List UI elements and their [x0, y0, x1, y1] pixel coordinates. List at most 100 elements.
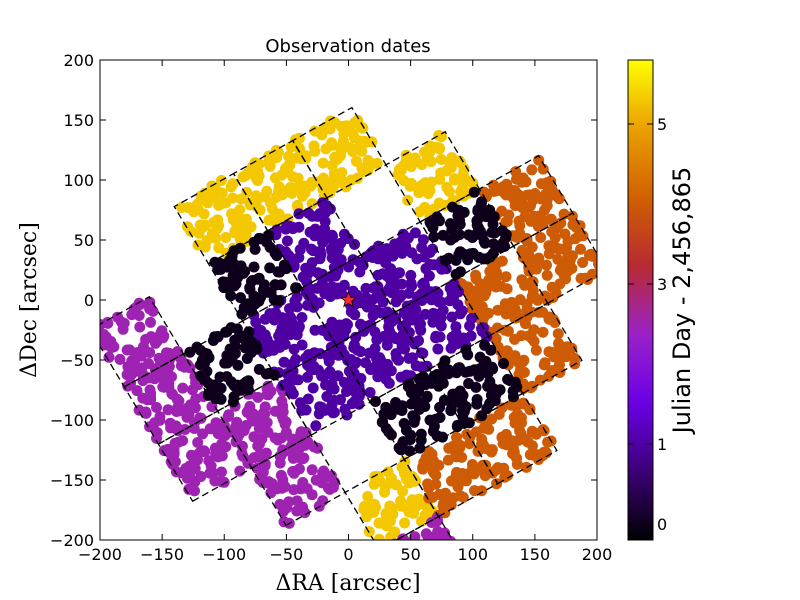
data-point [238, 228, 250, 240]
data-point [161, 347, 172, 359]
data-point [229, 423, 241, 434]
data-point [454, 490, 466, 502]
field-outline [403, 425, 499, 518]
data-point [229, 348, 241, 359]
data-point [163, 377, 175, 389]
data-point [440, 489, 452, 501]
data-point [414, 442, 426, 454]
data-point [481, 403, 493, 415]
data-point [192, 437, 204, 448]
data-point [537, 163, 549, 175]
data-point [300, 426, 312, 438]
data-point [446, 311, 458, 323]
data-point [419, 201, 431, 213]
data-point [273, 189, 285, 201]
data-point [496, 402, 508, 414]
data-point [427, 544, 438, 555]
data-point [227, 210, 239, 222]
data-point [212, 264, 224, 275]
data-point [186, 449, 197, 461]
data-point [504, 375, 516, 387]
data-point [319, 288, 331, 299]
data-point [437, 304, 449, 316]
data-point [177, 382, 189, 394]
data-point [439, 527, 451, 539]
data-point [388, 478, 400, 489]
data-point [133, 310, 145, 321]
field-outline [385, 130, 481, 223]
data-point [528, 324, 540, 336]
data-point [239, 334, 251, 346]
data-point [262, 345, 274, 357]
data-point [490, 464, 502, 476]
y-tick-label: 50 [74, 231, 94, 250]
data-point [198, 208, 210, 220]
data-point [259, 460, 271, 472]
data-point [384, 559, 395, 570]
data-point [577, 257, 589, 268]
data-point [437, 431, 448, 443]
data-point [498, 358, 509, 369]
data-point [485, 344, 497, 356]
data-point [327, 481, 339, 493]
colorbar-ticks: 0 1 3 5 [628, 115, 667, 534]
data-point [362, 154, 374, 166]
data-point [398, 175, 410, 186]
colorbar-tick-label: 0 [657, 515, 667, 534]
data-point [328, 262, 340, 273]
data-point [384, 546, 395, 557]
data-point [424, 414, 436, 426]
data-point [405, 269, 417, 281]
data-point [457, 468, 468, 479]
data-point [584, 249, 595, 261]
data-point [129, 347, 141, 359]
data-point [526, 290, 538, 302]
data-point [287, 388, 299, 400]
data-point [221, 371, 233, 383]
data-point [428, 259, 440, 271]
data-point [324, 123, 336, 135]
data-point [292, 172, 304, 184]
data-point [349, 117, 361, 129]
data-point [409, 152, 421, 164]
data-point [408, 305, 420, 317]
data-point [250, 172, 262, 184]
data-point [446, 152, 458, 164]
data-point [145, 316, 156, 328]
data-point [434, 173, 446, 185]
data-point [356, 145, 368, 157]
data-point [450, 254, 462, 266]
field-outline [291, 106, 387, 199]
data-point [385, 278, 397, 290]
data-point [118, 317, 130, 329]
data-point [458, 570, 469, 581]
data-point [216, 466, 227, 478]
data-point [400, 473, 412, 485]
data-point [397, 485, 409, 497]
y-tick-label: 150 [63, 111, 94, 130]
data-point [566, 210, 578, 222]
data-point [380, 508, 392, 519]
data-point [406, 247, 418, 259]
data-point [413, 335, 424, 347]
data-point [518, 249, 530, 261]
data-point [326, 229, 338, 241]
data-point [382, 541, 393, 552]
data-point [512, 188, 524, 200]
data-point [362, 491, 374, 502]
data-point [218, 476, 230, 488]
data-point [511, 452, 523, 464]
data-point [404, 434, 416, 446]
data-point [251, 343, 263, 355]
x-axis-ticks: −200 −150 −100 −50 0 50 100 150 200 [78, 60, 612, 564]
data-point [409, 412, 421, 424]
data-point [174, 405, 186, 417]
data-point [259, 408, 271, 420]
data-point [488, 185, 499, 197]
data-point [167, 446, 179, 458]
data-point [179, 361, 191, 373]
data-point [399, 517, 411, 529]
data-point [446, 541, 457, 552]
data-point [421, 565, 432, 576]
data-point [439, 559, 450, 570]
